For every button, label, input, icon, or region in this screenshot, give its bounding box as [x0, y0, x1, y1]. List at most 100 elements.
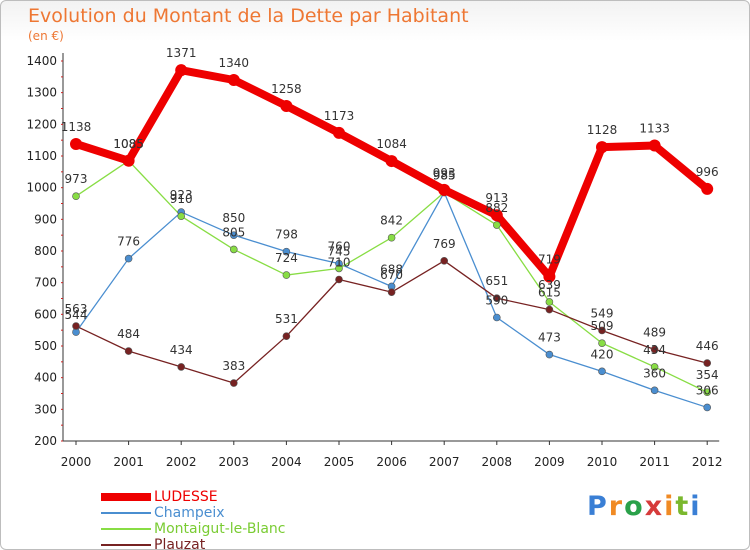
- data-label: 590: [485, 294, 508, 308]
- data-label: 549: [591, 306, 614, 320]
- data-label: 760: [328, 240, 351, 254]
- data-label: 354: [696, 368, 719, 382]
- data-point: [545, 350, 554, 359]
- series-line-ludesse: [72, 66, 712, 281]
- data-label: 1173: [324, 109, 355, 123]
- data-point: [282, 271, 291, 279]
- data-point: [230, 379, 238, 387]
- data-label: 473: [538, 331, 561, 345]
- data-point: [280, 99, 293, 112]
- legend-label: Champeix: [154, 505, 225, 521]
- y-tick-label: 300: [34, 402, 57, 416]
- data-point: [227, 74, 240, 86]
- data-label: 615: [538, 286, 561, 300]
- x-tick-label: 2000: [61, 455, 92, 469]
- data-point: [335, 264, 343, 273]
- data-point: [650, 386, 659, 395]
- data-point: [545, 298, 554, 306]
- data-point: [72, 192, 80, 201]
- data-label: 688: [380, 262, 403, 276]
- data-point: [650, 363, 659, 371]
- x-tick-label: 2003: [219, 455, 250, 469]
- data-label: 489: [643, 325, 666, 339]
- data-point: [335, 275, 343, 284]
- data-point: [230, 245, 238, 254]
- y-tick-label: 1300: [26, 86, 57, 100]
- data-label: 745: [328, 244, 351, 258]
- data-label: 383: [222, 359, 245, 373]
- x-tick-label: 2012: [692, 455, 723, 469]
- x-tick-label: 2006: [376, 455, 407, 469]
- legend-swatch: [101, 544, 151, 546]
- data-point: [598, 326, 606, 335]
- x-tick-label: 2009: [534, 455, 565, 469]
- data-label: 842: [380, 214, 403, 228]
- data-label: 1371: [166, 46, 197, 60]
- data-point: [72, 322, 80, 330]
- data-label: 306: [696, 383, 719, 397]
- logo-letter: x: [644, 491, 665, 522]
- data-point: [703, 403, 712, 412]
- logo-letter: t: [675, 491, 691, 522]
- x-tick-label: 2010: [587, 455, 618, 469]
- data-point: [177, 363, 185, 371]
- data-label: 484: [117, 327, 140, 341]
- logo-letter: i: [664, 491, 676, 522]
- data-label: 798: [275, 228, 298, 242]
- data-label: 910: [170, 192, 193, 206]
- data-label: 563: [65, 302, 88, 316]
- series-points: [70, 64, 714, 412]
- data-label: 882: [485, 201, 508, 215]
- data-label: 1258: [271, 82, 302, 96]
- axes: 200 300 400 500 600 700 800 900 1000 1100 1200 1300…: [26, 53, 722, 469]
- data-point: [282, 332, 291, 340]
- data-label: 434: [643, 343, 666, 357]
- data-point: [492, 294, 501, 302]
- y-tick-label: 800: [34, 244, 57, 258]
- data-label: 1085: [113, 137, 144, 151]
- data-point: [703, 388, 712, 397]
- data-point: [124, 347, 133, 355]
- x-tick-label: 2005: [324, 455, 355, 469]
- data-labels: 1138 1085 1371 1340 1258 1173 1084 993 913 719 112…: [61, 46, 719, 397]
- data-point: [124, 254, 133, 263]
- data-label: 1340: [219, 56, 250, 70]
- y-tick-label: 400: [34, 371, 57, 385]
- data-label: 923: [170, 188, 193, 202]
- data-point: [438, 183, 451, 196]
- data-point: [333, 126, 345, 139]
- x-tick-label: 2007: [429, 455, 460, 469]
- data-point: [701, 182, 714, 195]
- y-tick-label: 500: [34, 339, 57, 353]
- y-tick-label: 1100: [26, 149, 57, 163]
- data-label: 769: [433, 237, 456, 251]
- data-point: [387, 288, 396, 296]
- data-label: 420: [591, 347, 614, 361]
- y-tick-label: 1000: [26, 181, 57, 195]
- data-point: [230, 231, 238, 239]
- legend-swatch: [101, 512, 151, 514]
- data-label: 639: [538, 278, 561, 292]
- data-label: 805: [222, 225, 245, 239]
- data-point: [598, 339, 606, 347]
- data-label: 670: [380, 268, 403, 282]
- y-tick-label: 900: [34, 212, 57, 226]
- data-point: [490, 209, 503, 222]
- x-tick-label: 2001: [113, 455, 144, 469]
- data-label: 434: [170, 343, 193, 357]
- data-point: [177, 212, 185, 220]
- data-point: [385, 155, 398, 168]
- logo-letter: o: [624, 491, 645, 522]
- data-point: [70, 137, 82, 150]
- logo-letter: r: [608, 491, 625, 522]
- data-label: 719: [538, 253, 561, 267]
- data-label: 710: [328, 256, 351, 270]
- x-tick-label: 2004: [271, 455, 302, 469]
- data-label: 913: [485, 191, 508, 205]
- legend-swatch: [101, 528, 151, 530]
- x-tick-label: 2008: [482, 455, 513, 469]
- logo-letter: P: [587, 491, 609, 522]
- data-point: [650, 345, 659, 354]
- data-label: 850: [222, 211, 245, 225]
- data-label: 651: [485, 274, 508, 288]
